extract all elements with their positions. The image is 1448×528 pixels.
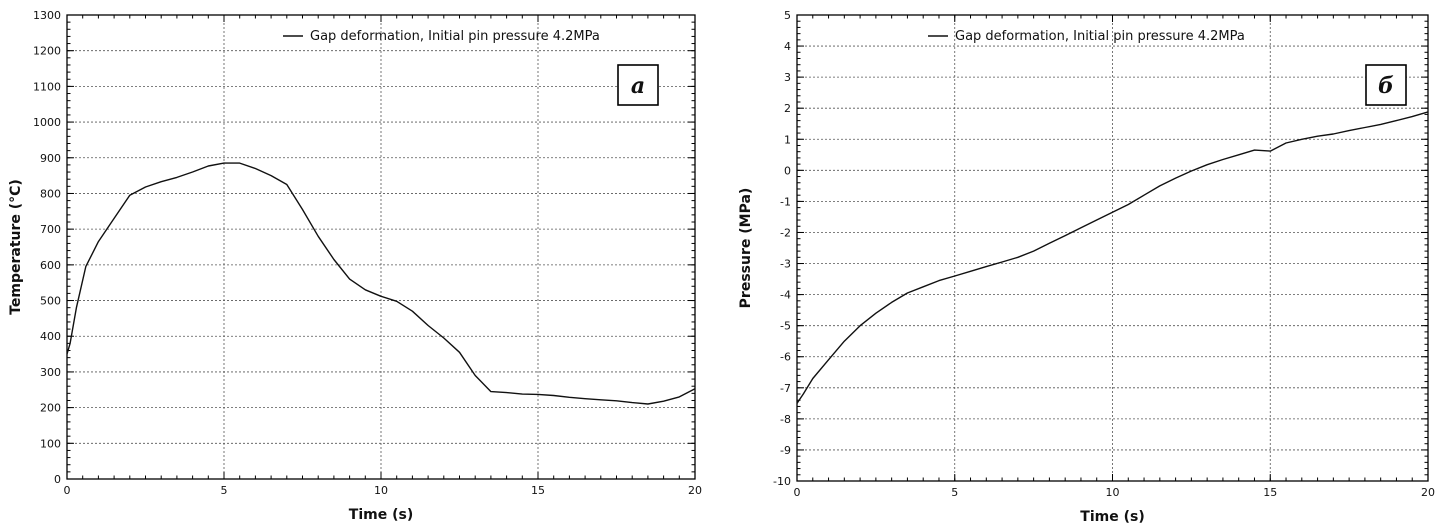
x-tick-label: 15 (1263, 486, 1277, 499)
y-tick-label: 0 (784, 164, 791, 177)
y-tick-label: 1000 (33, 116, 61, 129)
panel-tag-label: a (631, 73, 645, 99)
x-axis-title: Time (s) (1080, 509, 1144, 525)
y-tick-label: 0 (54, 473, 61, 486)
x-tick-label: 20 (688, 484, 702, 497)
y-tick-label: 600 (40, 259, 61, 272)
x-tick-label: 5 (951, 486, 958, 499)
x-tick-label: 0 (794, 486, 801, 499)
y-tick-label: -5 (780, 320, 791, 333)
series-line (796, 111, 1429, 404)
y-tick-label: 100 (40, 437, 61, 450)
y-tick-label: 200 (40, 402, 61, 415)
tick-labels: 0 5 10 15 2001002003004005006007008009001000… (33, 9, 702, 497)
legend: Gap deformation, Initial pin pressure 4.… (283, 29, 600, 44)
y-tick-label: -9 (780, 444, 791, 457)
y-tick-label: 800 (40, 187, 61, 200)
plot-frame (796, 14, 1429, 482)
x-tick-label: 5 (221, 484, 228, 497)
panel-tag: б (1365, 64, 1407, 106)
y-tick-label: -7 (780, 382, 791, 395)
y-tick-label: 4 (784, 40, 791, 53)
plot-frame (66, 14, 696, 480)
y-tick-label: -10 (773, 475, 791, 488)
chart-panel-a: 0 5 10 15 2001002003004005006007008009001000… (8, 9, 702, 523)
y-tick-label: 1 (784, 133, 791, 146)
y-tick-label: 700 (40, 223, 61, 236)
y-tick-label: 1200 (33, 45, 61, 58)
y-axis-title: Temperature (°C) (8, 179, 24, 315)
y-tick-label: -8 (780, 413, 791, 426)
y-tick-label: 500 (40, 295, 61, 308)
legend-label: Gap deformation, Initial pin pressure 4.… (310, 29, 600, 44)
y-axis-title: Pressure (MPa) (738, 188, 754, 309)
panel-tag-label: б (1378, 73, 1394, 99)
y-tick-label: -6 (780, 351, 791, 364)
y-tick-label: 900 (40, 152, 61, 165)
x-axis-title: Time (s) (349, 507, 413, 523)
x-tick-label: 10 (1106, 486, 1120, 499)
y-tick-label: -3 (780, 258, 791, 271)
y-tick-label: 1100 (33, 80, 61, 93)
panel-tag: a (617, 64, 659, 106)
x-tick-label: 0 (64, 484, 71, 497)
panel-tag-box (1365, 64, 1407, 106)
y-tick-label: 5 (784, 9, 791, 22)
y-tick-label: 3 (784, 71, 791, 84)
series-line (66, 162, 696, 405)
y-tick-label: 1300 (33, 9, 61, 22)
y-tick-label: -1 (780, 195, 791, 208)
legend: Gap deformation, Initial pin pressure 4.… (928, 29, 1245, 44)
x-tick-label: 15 (531, 484, 545, 497)
panel-tag-box (617, 64, 659, 106)
grid-lines (797, 15, 1428, 481)
y-tick-label: 2 (784, 102, 791, 115)
grid-lines (67, 15, 695, 479)
x-tick-label: 20 (1421, 486, 1435, 499)
legend-label: Gap deformation, Initial pin pressure 4.… (955, 29, 1245, 44)
x-tick-label: 10 (374, 484, 388, 497)
y-tick-label: 300 (40, 366, 61, 379)
y-tick-label: 400 (40, 330, 61, 343)
y-tick-label: -4 (780, 289, 791, 302)
y-tick-label: -2 (780, 226, 791, 239)
